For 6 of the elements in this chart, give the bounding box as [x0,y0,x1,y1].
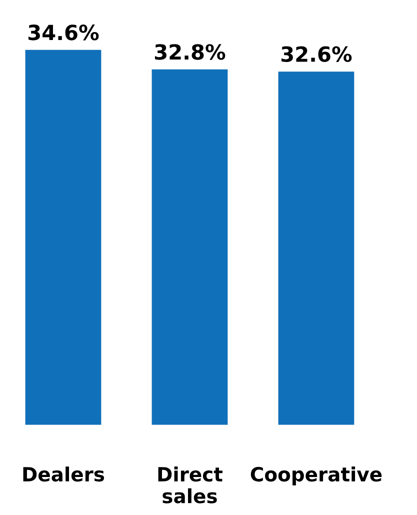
x-tick-label: Dealers [23,466,104,482]
data-label: 32.8% [154,44,226,60]
x-tick-label: Direct sales [158,466,222,504]
data-label: 34.6% [28,24,99,40]
x-tick-label: Cooperative [250,466,382,486]
data-label: 32.6% [281,46,352,62]
